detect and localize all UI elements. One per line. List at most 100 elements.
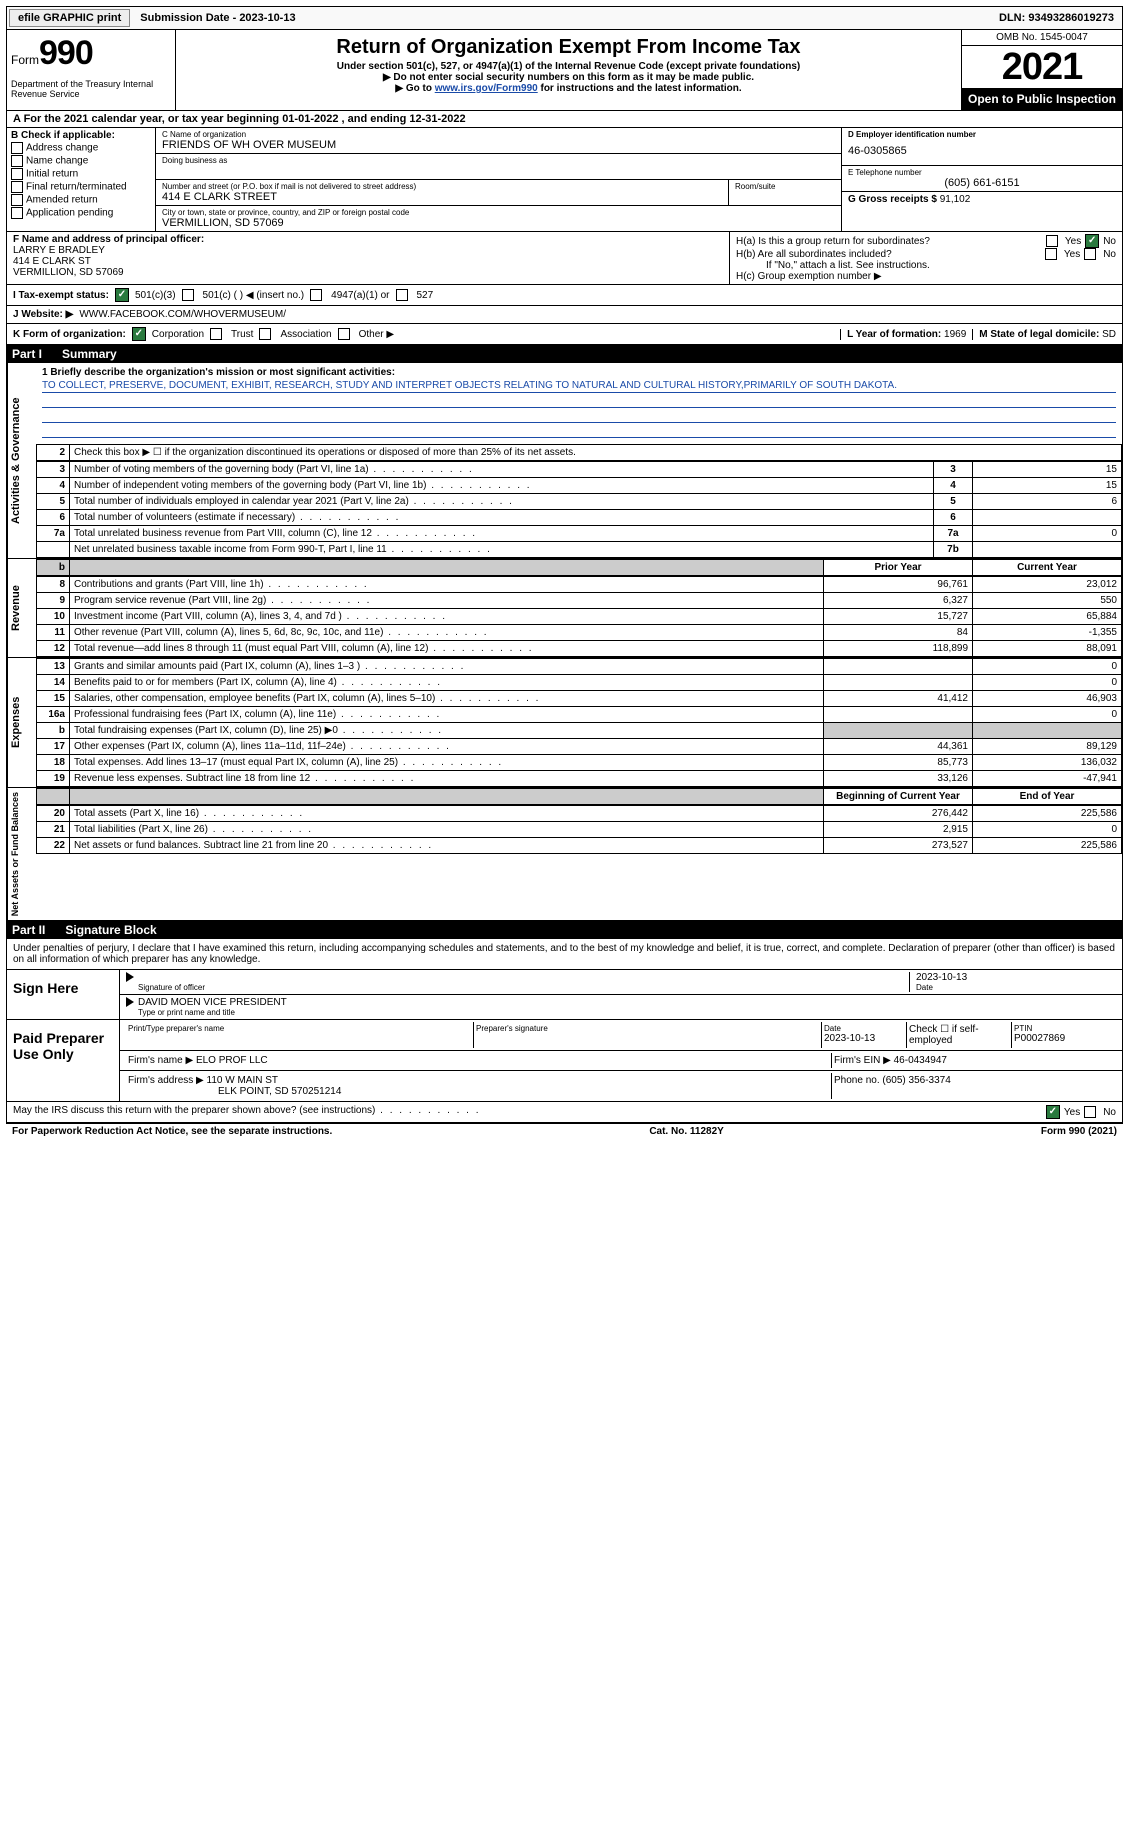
current-year-cell: 23,012 bbox=[973, 577, 1122, 593]
self-employed-check[interactable]: Check ☐ if self-employed bbox=[907, 1022, 1012, 1048]
j-label: J Website: ▶ bbox=[13, 309, 73, 320]
hb-yes-checkbox[interactable] bbox=[1045, 248, 1057, 260]
part-1-header: Part ISummary bbox=[6, 345, 1123, 363]
officer-addr1: 414 E CLARK ST bbox=[13, 256, 723, 267]
firm-name: ELO PROF LLC bbox=[196, 1055, 268, 1066]
i-label: I Tax-exempt status: bbox=[13, 290, 109, 301]
check-address-change[interactable]: Address change bbox=[11, 142, 151, 154]
form-note-1: ▶ Do not enter social security numbers o… bbox=[184, 72, 953, 83]
check-amended-return[interactable]: Amended return bbox=[11, 194, 151, 206]
side-label-expenses: Expenses bbox=[7, 658, 36, 787]
form-header: Form990 Department of the Treasury Inter… bbox=[6, 30, 1123, 111]
table-row: Number of voting members of the governin… bbox=[70, 462, 934, 478]
status-527-checkbox[interactable] bbox=[396, 289, 408, 301]
prior-year-cell: 33,126 bbox=[824, 771, 973, 787]
check-name-change[interactable]: Name change bbox=[11, 155, 151, 167]
table-row: Total fundraising expenses (Part IX, col… bbox=[70, 723, 824, 739]
eoy-header: End of Year bbox=[973, 789, 1122, 805]
k-l-m-row: K Form of organization: ✓Corporation Tru… bbox=[6, 324, 1123, 345]
prior-year-cell: 273,527 bbox=[824, 838, 973, 854]
top-bar: efile GRAPHIC print Submission Date - 20… bbox=[6, 6, 1123, 30]
firm-phone: (605) 356-3374 bbox=[882, 1075, 950, 1086]
status-4947-checkbox[interactable] bbox=[310, 289, 322, 301]
side-label-ag: Activities & Governance bbox=[7, 363, 36, 558]
table-row: Total number of volunteers (estimate if … bbox=[70, 510, 934, 526]
current-year-cell: 0 bbox=[973, 675, 1122, 691]
submission-date: Submission Date - 2023-10-13 bbox=[132, 10, 303, 26]
year-formation: 1969 bbox=[944, 329, 966, 340]
current-year-cell: 136,032 bbox=[973, 755, 1122, 771]
irs-link[interactable]: www.irs.gov/Form990 bbox=[435, 83, 538, 94]
prior-year-cell: 6,327 bbox=[824, 593, 973, 609]
k-corp-checkbox[interactable]: ✓ bbox=[132, 327, 146, 341]
table-row: Total liabilities (Part X, line 26) bbox=[70, 822, 824, 838]
line1-label: 1 Briefly describe the organization's mi… bbox=[42, 367, 1116, 378]
status-501c-checkbox[interactable] bbox=[182, 289, 194, 301]
table-row: Total unrelated business revenue from Pa… bbox=[70, 526, 934, 542]
arrow-icon bbox=[126, 972, 134, 982]
section-f-h: F Name and address of principal officer:… bbox=[6, 232, 1123, 285]
part-1-activities-governance: Activities & Governance 1 Briefly descri… bbox=[6, 363, 1123, 559]
table-row: Total revenue—add lines 8 through 11 (mu… bbox=[70, 641, 824, 657]
sig-officer-label: Signature of officer bbox=[138, 983, 909, 992]
check-application-pending[interactable]: Application pending bbox=[11, 207, 151, 219]
status-501c3-checkbox[interactable]: ✓ bbox=[115, 288, 129, 302]
table-row: Benefits paid to or for members (Part IX… bbox=[70, 675, 824, 691]
room-label: Room/suite bbox=[735, 182, 835, 191]
current-year-cell: 0 bbox=[973, 707, 1122, 723]
check-final-return[interactable]: Final return/terminated bbox=[11, 181, 151, 193]
omb-number: OMB No. 1545-0047 bbox=[962, 30, 1122, 46]
current-year-cell: 0 bbox=[973, 659, 1122, 675]
prior-year-cell: 41,412 bbox=[824, 691, 973, 707]
amount-cell bbox=[973, 542, 1122, 558]
e-phone-label: E Telephone number bbox=[848, 168, 1116, 177]
perjury-declaration: Under penalties of perjury, I declare th… bbox=[7, 939, 1122, 969]
current-year-cell: 225,586 bbox=[973, 806, 1122, 822]
prior-year-cell: 118,899 bbox=[824, 641, 973, 657]
prior-year-cell: 276,442 bbox=[824, 806, 973, 822]
dept-label: Department of the Treasury Internal Reve… bbox=[11, 79, 171, 99]
table-row: Revenue less expenses. Subtract line 18 … bbox=[70, 771, 824, 787]
f-officer-label: F Name and address of principal officer: bbox=[13, 234, 723, 245]
mission-text: TO COLLECT, PRESERVE, DOCUMENT, EXHIBIT,… bbox=[42, 380, 1116, 393]
addr-label: Number and street (or P.O. box if mail i… bbox=[162, 182, 722, 191]
g-receipts-label: G Gross receipts $ bbox=[848, 194, 937, 205]
dba-label: Doing business as bbox=[162, 156, 835, 165]
b-label: B Check if applicable: bbox=[11, 130, 151, 141]
current-year-cell: -47,941 bbox=[973, 771, 1122, 787]
line2-text: Check this box ▶ ☐ if the organization d… bbox=[70, 445, 1122, 461]
section-b-to-g: B Check if applicable: Address change Na… bbox=[6, 128, 1123, 232]
efile-print-button[interactable]: efile GRAPHIC print bbox=[9, 9, 130, 27]
current-year-cell: 46,903 bbox=[973, 691, 1122, 707]
prior-year-cell: 84 bbox=[824, 625, 973, 641]
form-title: Return of Organization Exempt From Incom… bbox=[184, 36, 953, 59]
paperwork-notice: For Paperwork Reduction Act Notice, see … bbox=[12, 1126, 332, 1137]
discuss-yes-checkbox[interactable]: ✓ bbox=[1046, 1105, 1060, 1119]
sign-here-label: Sign Here bbox=[7, 970, 120, 1019]
website-row: J Website: ▶ WWW.FACEBOOK.COM/WHOVERMUSE… bbox=[6, 306, 1123, 324]
current-year-cell: -1,355 bbox=[973, 625, 1122, 641]
h-b-note: If "No," attach a list. See instructions… bbox=[736, 260, 1116, 271]
amount-cell: 15 bbox=[973, 462, 1122, 478]
k-other-checkbox[interactable] bbox=[338, 328, 350, 340]
phone-value: (605) 661-6151 bbox=[848, 177, 1116, 189]
current-year-header: Current Year bbox=[973, 560, 1122, 576]
boy-header: Beginning of Current Year bbox=[824, 789, 973, 805]
org-name: FRIENDS OF WH OVER MUSEUM bbox=[162, 139, 835, 151]
tax-status-row: I Tax-exempt status: ✓501(c)(3) 501(c) (… bbox=[6, 285, 1123, 306]
hb-no-checkbox[interactable] bbox=[1084, 248, 1096, 260]
discuss-no-checkbox[interactable] bbox=[1084, 1106, 1096, 1118]
prior-year-header: Prior Year bbox=[824, 560, 973, 576]
arrow-icon bbox=[126, 997, 134, 1007]
part-2-header: Part IISignature Block bbox=[6, 921, 1123, 939]
current-year-cell: 65,884 bbox=[973, 609, 1122, 625]
ptin-value: P00027869 bbox=[1014, 1033, 1114, 1044]
street-address: 414 E CLARK STREET bbox=[162, 191, 722, 203]
k-assoc-checkbox[interactable] bbox=[259, 328, 271, 340]
check-initial-return[interactable]: Initial return bbox=[11, 168, 151, 180]
ha-yes-checkbox[interactable] bbox=[1046, 235, 1058, 247]
k-trust-checkbox[interactable] bbox=[210, 328, 222, 340]
h-c-label: H(c) Group exemption number ▶ bbox=[736, 271, 1116, 282]
ha-no-checkbox[interactable]: ✓ bbox=[1085, 234, 1099, 248]
table-row: Number of independent voting members of … bbox=[70, 478, 934, 494]
